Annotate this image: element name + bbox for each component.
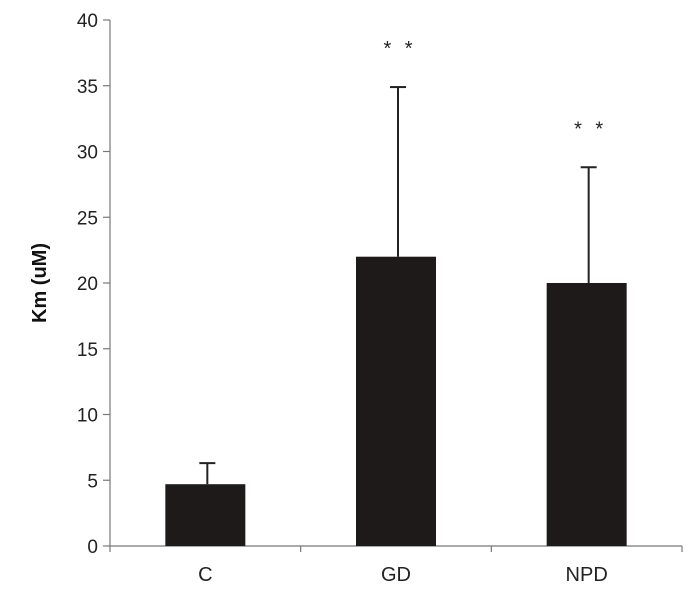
y-axis-label: Km (uM) <box>29 243 51 323</box>
significance-mark: * * <box>574 118 607 140</box>
significance-mark: * * <box>383 38 416 60</box>
significance-annotations: * * * * <box>383 38 607 140</box>
y-tick-label: 30 <box>77 143 98 164</box>
bar-npd <box>546 283 627 546</box>
y-tick-label: 10 <box>77 406 98 427</box>
bar-gd <box>356 256 436 546</box>
x-tick-label: GD <box>381 564 411 586</box>
y-tick-label: 5 <box>87 471 98 492</box>
x-tick-labels: C GD NPD <box>198 564 608 586</box>
x-tick-label: NPD <box>566 564 608 586</box>
y-tick-label: 25 <box>77 208 98 229</box>
y-tick-label: 15 <box>77 340 98 361</box>
y-tick-label: 35 <box>77 77 98 98</box>
y-tick-label: 0 <box>87 537 98 558</box>
y-tick-label: 20 <box>77 274 98 295</box>
y-tick-label: 40 <box>77 11 98 32</box>
bars <box>165 256 627 546</box>
error-bars <box>199 86 597 485</box>
bar-c <box>165 484 246 546</box>
x-tick-label: C <box>198 564 212 586</box>
